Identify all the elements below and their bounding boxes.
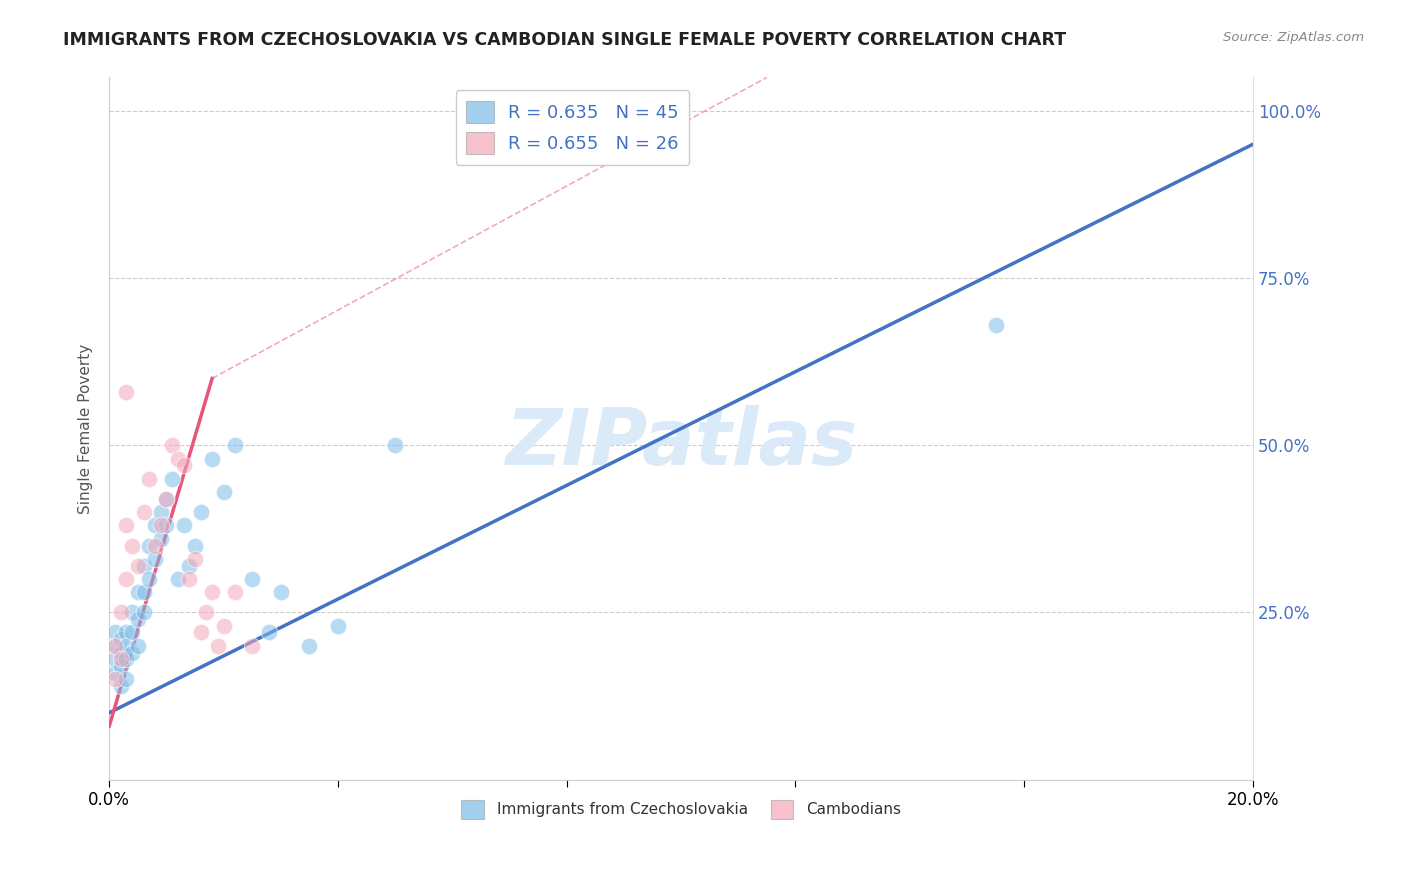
Point	[115, 652, 138, 666]
Point	[110, 632, 132, 647]
Point	[127, 639, 149, 653]
Text: Source: ZipAtlas.com: Source: ZipAtlas.com	[1223, 31, 1364, 45]
Point	[326, 619, 349, 633]
Point	[115, 384, 138, 399]
Point	[149, 532, 172, 546]
Point	[212, 485, 235, 500]
Point	[259, 625, 281, 640]
Point	[179, 558, 201, 573]
Point	[184, 539, 207, 553]
Point	[104, 673, 127, 687]
Point	[179, 572, 201, 586]
Point	[104, 625, 127, 640]
Text: ZIPatlas: ZIPatlas	[505, 405, 858, 481]
Point	[212, 619, 235, 633]
Point	[110, 659, 132, 673]
Point	[132, 606, 155, 620]
Point	[115, 625, 138, 640]
Point	[104, 639, 127, 653]
Point	[195, 606, 218, 620]
Point	[240, 572, 263, 586]
Point	[201, 585, 224, 599]
Point	[155, 491, 177, 506]
Point	[104, 665, 127, 680]
Point	[149, 518, 172, 533]
Legend: Immigrants from Czechoslovakia, Cambodians: Immigrants from Czechoslovakia, Cambodia…	[456, 794, 907, 824]
Point	[132, 505, 155, 519]
Point	[132, 558, 155, 573]
Point	[110, 606, 132, 620]
Point	[160, 472, 183, 486]
Point	[190, 505, 212, 519]
Point	[270, 585, 292, 599]
Point	[115, 518, 138, 533]
Point	[104, 639, 127, 653]
Point	[138, 572, 160, 586]
Point	[173, 458, 195, 473]
Text: IMMIGRANTS FROM CZECHOSLOVAKIA VS CAMBODIAN SINGLE FEMALE POVERTY CORRELATION CH: IMMIGRANTS FROM CZECHOSLOVAKIA VS CAMBOD…	[63, 31, 1066, 49]
Point	[143, 539, 166, 553]
Point	[115, 572, 138, 586]
Point	[384, 438, 406, 452]
Point	[155, 518, 177, 533]
Point	[143, 518, 166, 533]
Point	[160, 438, 183, 452]
Point	[207, 639, 229, 653]
Y-axis label: Single Female Poverty: Single Female Poverty	[79, 343, 93, 514]
Point	[115, 639, 138, 653]
Point	[143, 552, 166, 566]
Point	[166, 451, 188, 466]
Point	[121, 539, 143, 553]
Point	[190, 625, 212, 640]
Point	[173, 518, 195, 533]
Point	[121, 646, 143, 660]
Point	[110, 652, 132, 666]
Point	[104, 652, 127, 666]
Point	[224, 585, 246, 599]
Point	[121, 625, 143, 640]
Point	[201, 451, 224, 466]
Point	[224, 438, 246, 452]
Point	[138, 539, 160, 553]
Point	[166, 572, 188, 586]
Point	[115, 673, 138, 687]
Point	[127, 612, 149, 626]
Point	[132, 585, 155, 599]
Point	[110, 646, 132, 660]
Point	[110, 679, 132, 693]
Point	[121, 606, 143, 620]
Point	[149, 505, 172, 519]
Point	[984, 318, 1007, 332]
Point	[298, 639, 321, 653]
Point	[155, 491, 177, 506]
Point	[127, 558, 149, 573]
Point	[127, 585, 149, 599]
Point	[240, 639, 263, 653]
Point	[138, 472, 160, 486]
Point	[184, 552, 207, 566]
